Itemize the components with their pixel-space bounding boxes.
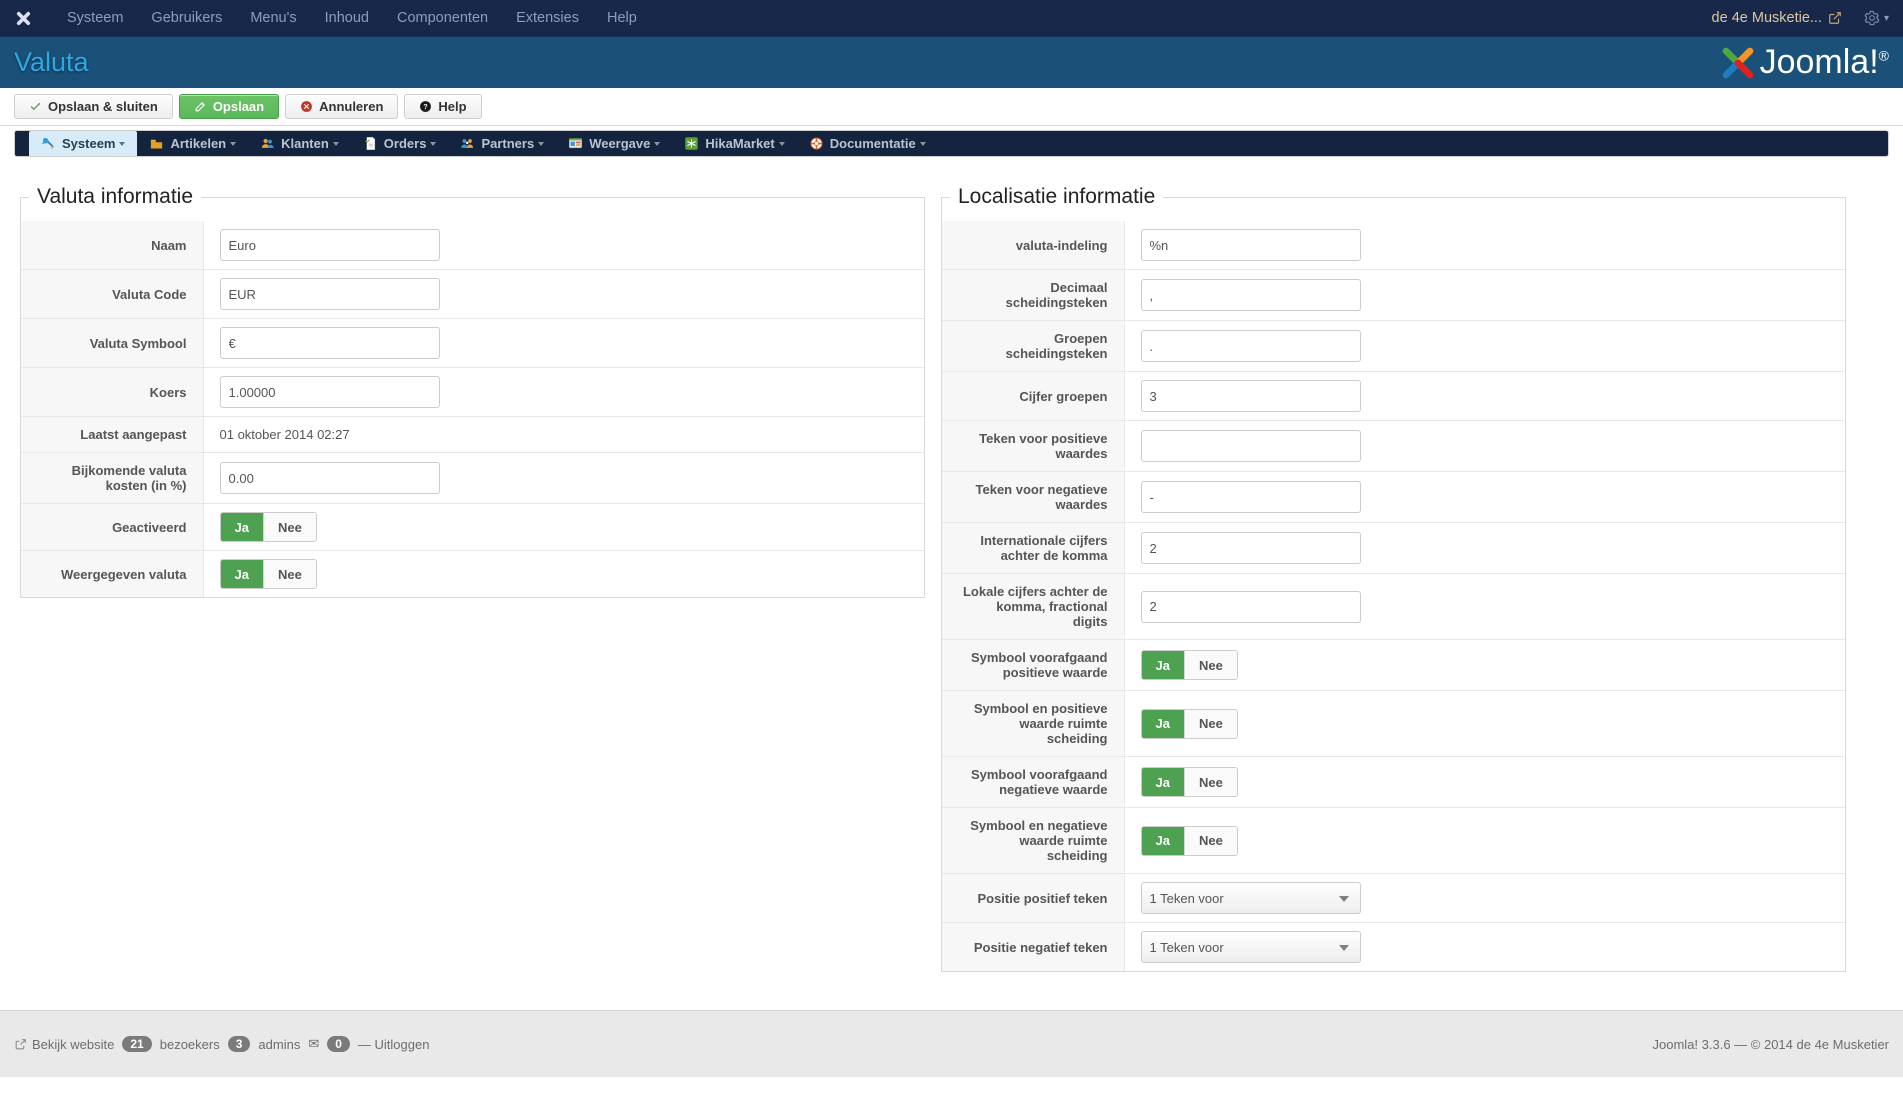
svg-text:?: ?	[424, 104, 428, 111]
